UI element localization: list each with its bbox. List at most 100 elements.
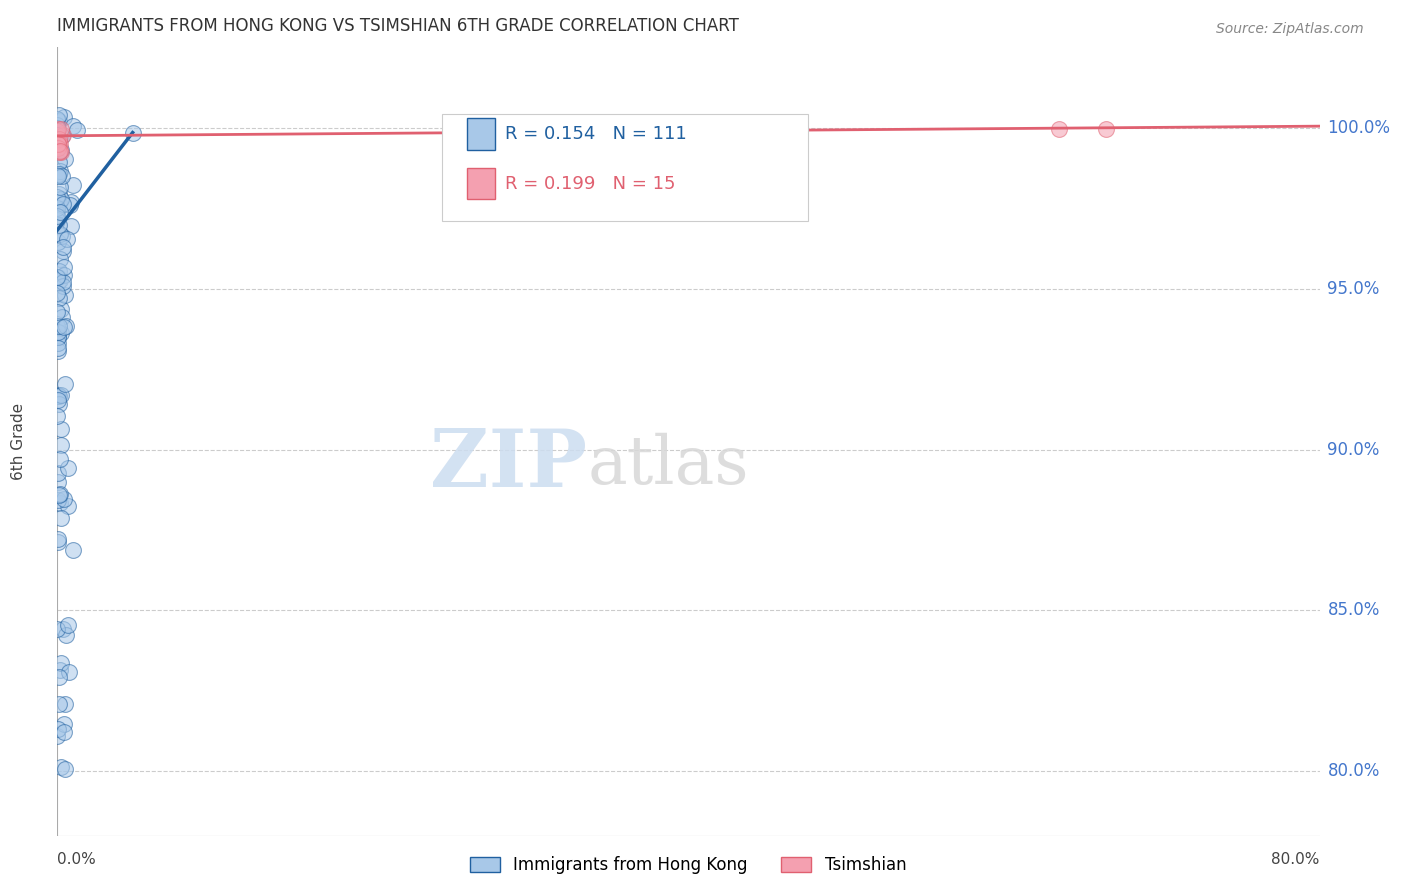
- Point: [51, 129, 73, 144]
- Point: [46, 325, 69, 339]
- Point: [46, 409, 69, 423]
- Point: [48, 136, 70, 151]
- Point: [59, 219, 82, 234]
- Point: [52, 260, 75, 275]
- Point: [46, 133, 69, 147]
- Point: [56, 500, 79, 514]
- Point: [53, 288, 76, 302]
- Text: 80.0%: 80.0%: [1271, 852, 1319, 867]
- Point: [121, 126, 143, 140]
- Point: [46, 492, 69, 507]
- Point: [46, 193, 69, 207]
- Point: [49, 663, 72, 677]
- Point: [52, 240, 75, 254]
- Point: [46, 235, 69, 249]
- Point: [49, 273, 72, 287]
- Point: [53, 762, 76, 776]
- Point: [53, 377, 76, 392]
- Point: [59, 197, 82, 211]
- Point: [52, 622, 75, 636]
- Point: [46, 129, 69, 144]
- Point: [48, 145, 70, 159]
- Point: [49, 145, 72, 159]
- Point: [48, 130, 70, 145]
- Point: [49, 143, 72, 157]
- Point: [52, 128, 75, 142]
- Point: [48, 164, 70, 178]
- Point: [58, 460, 80, 475]
- Text: 100.0%: 100.0%: [1327, 119, 1391, 136]
- Point: [48, 496, 70, 510]
- Point: [48, 397, 70, 411]
- Point: [60, 194, 83, 209]
- Point: [49, 145, 72, 159]
- Point: [46, 137, 69, 152]
- Point: [49, 252, 72, 266]
- Point: [48, 319, 70, 334]
- Point: [49, 422, 72, 436]
- Point: [48, 167, 70, 181]
- Point: [46, 269, 69, 284]
- Point: [48, 155, 70, 169]
- Point: [46, 285, 69, 300]
- Text: R = 0.199   N = 15: R = 0.199 N = 15: [505, 175, 676, 193]
- Point: [46, 534, 69, 549]
- Point: [52, 268, 75, 282]
- Point: [46, 722, 69, 736]
- Point: [51, 228, 73, 243]
- Text: 95.0%: 95.0%: [1327, 279, 1379, 298]
- Point: [55, 318, 77, 333]
- Point: [46, 329, 69, 343]
- Point: [48, 218, 70, 232]
- Point: [48, 488, 70, 502]
- Point: [48, 467, 70, 481]
- Point: [55, 628, 77, 642]
- FancyBboxPatch shape: [441, 114, 808, 220]
- Point: [48, 670, 70, 684]
- Point: [46, 393, 69, 408]
- Point: [52, 725, 75, 739]
- Point: [51, 510, 73, 524]
- Point: [46, 389, 69, 403]
- Point: [52, 716, 75, 731]
- Point: [62, 542, 84, 557]
- Text: 6th Grade: 6th Grade: [11, 403, 27, 480]
- Point: [46, 330, 69, 344]
- Point: [46, 318, 69, 333]
- Point: [52, 279, 75, 293]
- FancyBboxPatch shape: [467, 168, 495, 200]
- Point: [48, 270, 70, 285]
- Point: [46, 387, 69, 401]
- Point: [51, 192, 73, 206]
- Point: [49, 452, 72, 467]
- Point: [49, 137, 72, 152]
- Point: [52, 275, 75, 289]
- Point: [46, 168, 69, 182]
- Point: [62, 178, 84, 193]
- Point: [48, 186, 70, 201]
- Point: [53, 697, 76, 711]
- Point: [46, 275, 69, 289]
- Text: Source: ZipAtlas.com: Source: ZipAtlas.com: [1216, 22, 1364, 37]
- Point: [48, 132, 70, 146]
- Point: [46, 118, 69, 132]
- Point: [46, 335, 69, 350]
- Point: [58, 665, 80, 679]
- Text: 0.0%: 0.0%: [56, 852, 96, 867]
- Point: [46, 304, 69, 318]
- Text: ZIP: ZIP: [430, 426, 588, 504]
- Point: [51, 302, 73, 317]
- Point: [51, 169, 73, 183]
- Point: [66, 122, 89, 136]
- Point: [49, 122, 72, 136]
- Text: IMMIGRANTS FROM HONG KONG VS TSIMSHIAN 6TH GRADE CORRELATION CHART: IMMIGRANTS FROM HONG KONG VS TSIMSHIAN 6…: [56, 17, 738, 35]
- Point: [48, 475, 70, 489]
- Point: [46, 112, 69, 126]
- Point: [46, 121, 69, 136]
- Legend: Immigrants from Hong Kong, Tsimshian: Immigrants from Hong Kong, Tsimshian: [461, 847, 914, 882]
- Point: [48, 108, 70, 122]
- Point: [53, 152, 76, 166]
- Point: [46, 344, 69, 359]
- Point: [51, 326, 73, 341]
- FancyBboxPatch shape: [467, 119, 495, 150]
